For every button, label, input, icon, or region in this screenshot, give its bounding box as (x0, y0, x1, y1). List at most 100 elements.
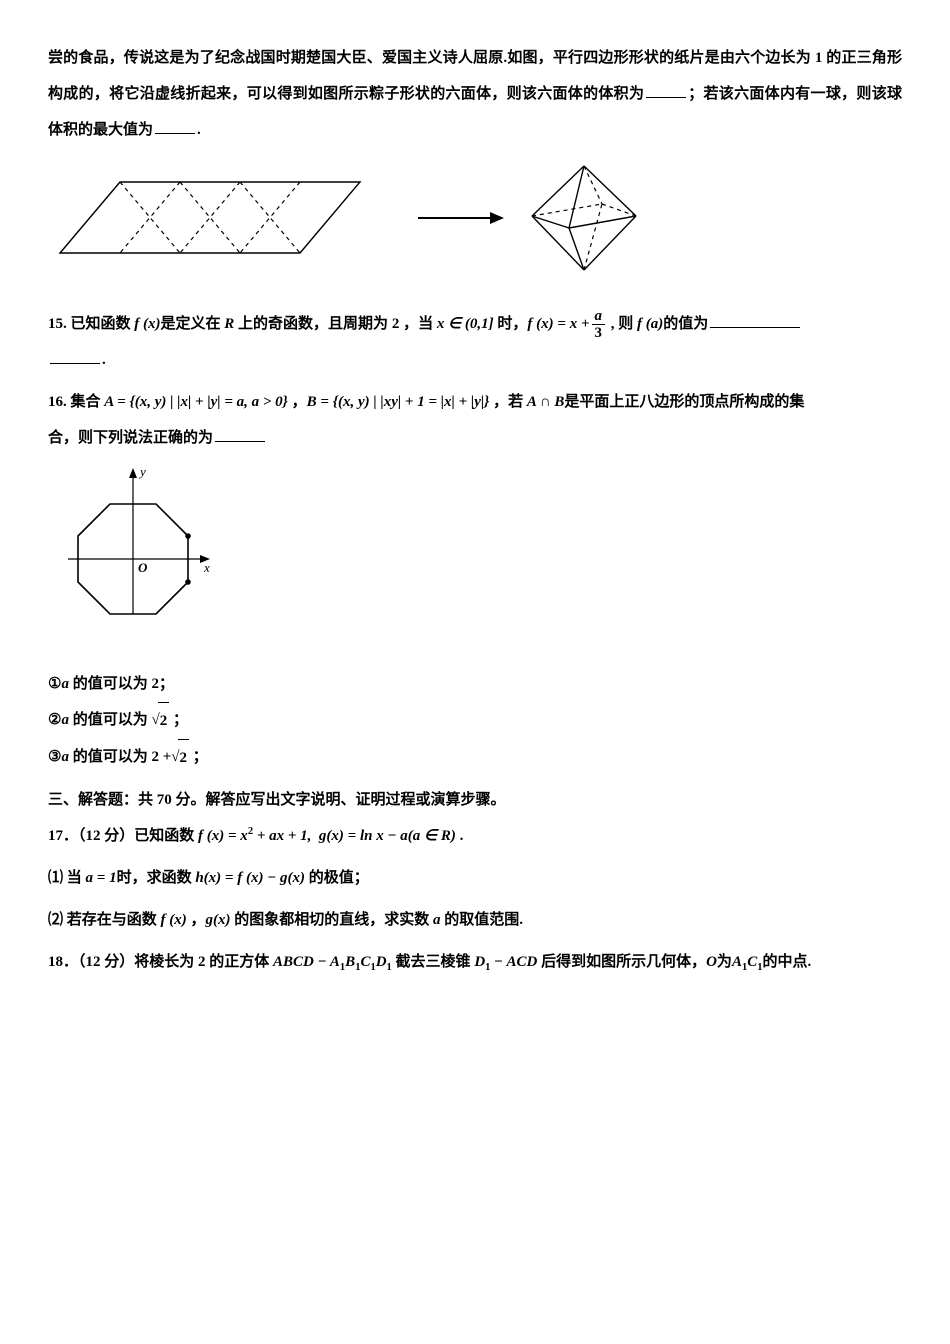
q18-t4: 后得到如图所示几何体， (537, 954, 706, 970)
q16-comma1: ， (288, 394, 307, 410)
q15-xin: x ∈ (0,1] (437, 316, 494, 332)
option-2: ② a 的值可以为 √2 ； (48, 702, 902, 739)
q15-t2: 是定义在 (161, 316, 225, 332)
option-3: ③ a 的值可以为 2 +√2 ； (48, 739, 902, 776)
q18-A: A (732, 954, 742, 970)
opt2-text: 的值可以为 (69, 712, 152, 728)
q17-1-label: ⑴ 当 (48, 870, 86, 886)
q17-2-t2: ， (187, 912, 206, 928)
question-15-line2: . (48, 342, 902, 378)
q18-ACD: ACD (506, 954, 537, 970)
octagon-figure: y x O (48, 464, 902, 648)
q15-t4: ，当 (399, 316, 437, 332)
q18-two: 2 (198, 954, 206, 970)
q15-fx: f (x) (134, 316, 160, 332)
opt1-a: a (61, 676, 69, 692)
opt3-text: 的值可以为 (69, 749, 152, 765)
q17-2-fx: f (x) (161, 912, 187, 928)
q18-D1b: D (474, 954, 485, 970)
section-3-heading: 三、解答题：共 70 分。解答应写出文字说明、证明过程或演算步骤。 (48, 782, 902, 818)
q18-cube-a: ABCD − A (273, 954, 340, 970)
q16-line2: 合，则下列说法正确的为 (48, 430, 213, 446)
blank-2 (155, 118, 195, 134)
q17-1-t2: 时，求函数 (117, 870, 196, 886)
q15-R: R (224, 316, 234, 332)
q18-t2: 的正方体 (206, 954, 274, 970)
q17-fx: f (x) = x2 + ax + 1, (198, 828, 311, 844)
question-17-2: ⑵ 若存在与函数 f (x) ，g(x) 的图象都相切的直线，求实数 a 的取值… (48, 902, 902, 938)
q18-dash: − (490, 954, 506, 970)
opt3-end: ； (189, 749, 208, 765)
opt3-a: a (61, 749, 69, 765)
q18-C1b: C (747, 954, 757, 970)
q17-1-a1: a = 1 (86, 870, 117, 886)
q17-2-a: a (433, 912, 441, 928)
q15-blank2 (50, 348, 100, 364)
q18-t3: 截去三棱锥 (392, 954, 475, 970)
q16-setB: B = {(x, y) | |xy| + 1 = |x| + |y|} (307, 394, 490, 410)
svg-text:x: x (203, 560, 210, 575)
q15-frac-den: 3 (592, 325, 606, 342)
opt2-sqrt-val: 2 (158, 702, 170, 739)
q15-blank (710, 312, 800, 328)
question-17-1: ⑴ 当 a = 1时，求函数 h(x) = f (x) − g(x) 的极值； (48, 860, 902, 896)
q18-t5: 的中点. (762, 954, 811, 970)
q18-label: 18．（12 分）将棱长为 (48, 954, 198, 970)
q16-blank (215, 426, 265, 442)
arrow-svg (416, 203, 506, 233)
intro-paragraph: 尝的食品，传说这是为了纪念战国时期楚国大臣、爱国主义诗人屈原.如图，平行四边形形… (48, 40, 902, 148)
q16-label: 16. 集合 (48, 394, 104, 410)
q17-end: . (456, 828, 464, 844)
q17-2-gx: g(x) (206, 912, 231, 928)
q18-C1: C (360, 954, 370, 970)
option-1: ① a 的值可以为 2； (48, 666, 902, 702)
q15-t5: 时， (494, 316, 528, 332)
q17-fx-b: + ax + 1, (253, 828, 311, 844)
opt2-sqrt: √2 (151, 702, 169, 739)
svg-text:y: y (138, 464, 146, 479)
question-16: 16. 集合 A = {(x, y) | |x| + |y| = a, a > … (48, 384, 902, 420)
q15-end: . (102, 352, 106, 368)
opt1-text: 的值可以为 2； (69, 676, 174, 692)
q17-1-hx: h(x) = f (x) − g(x) (195, 870, 305, 886)
q18-B1: B (345, 954, 355, 970)
q18-O: O (706, 954, 717, 970)
q15-frac-num: a (592, 308, 606, 326)
q17-label: 17．（12 分）已知函数 (48, 828, 198, 844)
opt1-num: ① (48, 666, 61, 702)
q17-fx-a: f (x) = x (198, 828, 248, 844)
svg-text:O: O (138, 560, 148, 575)
q18-wei: 为 (717, 954, 732, 970)
q17-gx: g(x) = ln x − a(a ∈ R) (319, 828, 456, 844)
opt3-2plus: 2 + (151, 749, 171, 765)
q16-t3: 是平面上正八边形的顶点所构成的集 (564, 394, 804, 410)
question-17: 17．（12 分）已知函数 f (x) = x2 + ax + 1, g(x) … (48, 818, 902, 854)
q15-label: 15. 已知函数 (48, 316, 134, 332)
opt2-num: ② (48, 702, 61, 738)
opt2-end: ； (169, 712, 188, 728)
parallelogram-svg (48, 168, 408, 268)
octahedron-svg (514, 158, 654, 278)
opt3-sqrt-val: 2 (178, 739, 190, 776)
q17-2-label: ⑵ 若存在与函数 (48, 912, 161, 928)
q18-D1: D (376, 954, 387, 970)
question-18: 18．（12 分）将棱长为 2 的正方体 ABCD − A1B1C1D1 截去三… (48, 944, 902, 980)
q15-fa: f (a) (637, 316, 663, 332)
section-3-text: 三、解答题：共 70 分。解答应写出文字说明、证明过程或演算步骤。 (48, 792, 506, 808)
q17-2-t4: 的取值范围. (441, 912, 524, 928)
blank-1 (646, 82, 686, 98)
opt3-num: ③ (48, 739, 61, 775)
q16-t2: ，若 (489, 394, 527, 410)
q16-AcapB: A ∩ B (527, 394, 564, 410)
q15-fxeq: f (x) = x + (527, 316, 589, 332)
q18-AC1: A1C1 (732, 954, 763, 970)
q15-t3: 上的奇函数，且周期为 (234, 316, 392, 332)
opt3-sqrt: √2 (171, 739, 189, 776)
question-15: 15. 已知函数 f (x)是定义在 R 上的奇函数，且周期为 2 ，当 x ∈… (48, 306, 902, 342)
q15-frac: a3 (592, 308, 606, 342)
q15-t6: , 则 (607, 316, 637, 332)
q16-setA: A = {(x, y) | |x| + |y| = a, a > 0} (104, 394, 288, 410)
intro-period: . (197, 122, 201, 138)
opt2-a: a (61, 712, 69, 728)
q17-2-t3: 的图象都相切的直线，求实数 (231, 912, 434, 928)
